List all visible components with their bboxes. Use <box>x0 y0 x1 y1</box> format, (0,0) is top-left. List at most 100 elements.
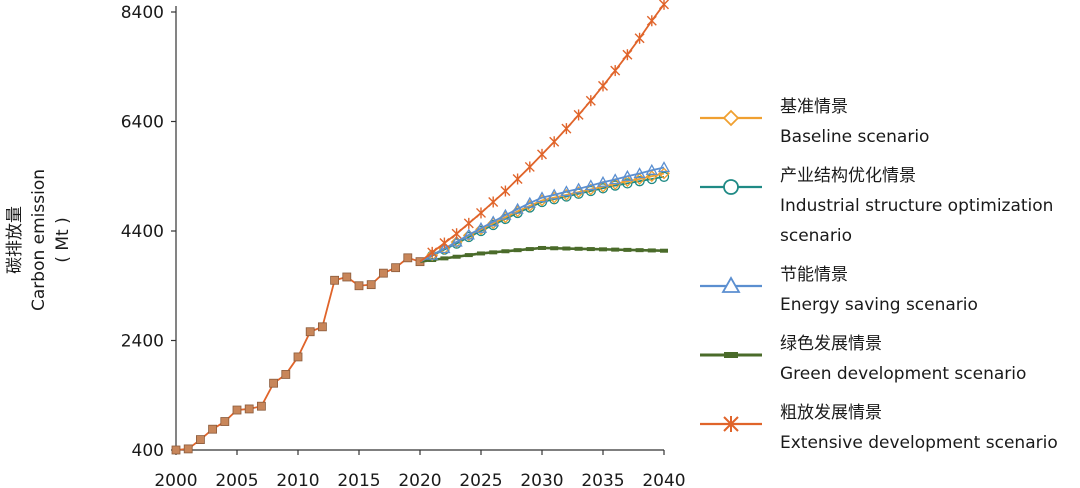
data-point <box>646 15 657 27</box>
data-point <box>501 249 510 254</box>
data-point <box>647 248 656 253</box>
data-point <box>524 161 535 173</box>
axes: 400 2400 4400 6400 8400 2000 2005 2010 2015 2020 2… <box>121 3 686 488</box>
y-axis-label-en: Carbon emission <box>29 169 49 311</box>
x-tick-label: 2020 <box>398 471 441 488</box>
legend-item-baseline: 基准情景 Baseline scenario <box>700 92 1080 152</box>
historical-point <box>220 417 230 426</box>
extensive-legend-marker <box>700 416 762 432</box>
legend-item-industrial: 产业结构优化情景 Industrial structure optimizati… <box>700 161 1080 251</box>
data-point <box>549 136 560 148</box>
data-point <box>438 242 451 254</box>
x-tick-label: 2040 <box>642 471 685 488</box>
data-point <box>525 247 534 252</box>
data-point <box>511 202 524 214</box>
legend-label-cn: 节能情景 <box>780 265 848 285</box>
green-legend-marker <box>700 352 762 358</box>
data-point <box>548 188 561 200</box>
data-point <box>609 173 622 185</box>
x-tick-label: 2000 <box>154 471 197 488</box>
data-point <box>599 247 607 252</box>
legend-label-cn: 基准情景 <box>780 97 848 117</box>
x-tick-label: 2010 <box>276 471 319 488</box>
data-point <box>657 161 671 173</box>
legend-marker <box>722 109 740 127</box>
series-layer <box>171 0 671 455</box>
data-point <box>573 109 584 121</box>
legend-marker <box>721 276 741 293</box>
legend-item-energy-saving: 节能情景 Energy saving scenario <box>700 260 1080 320</box>
data-point <box>621 169 634 181</box>
data-point <box>462 228 475 240</box>
data-point <box>598 80 608 92</box>
historical-point <box>256 401 266 411</box>
data-point <box>645 163 658 175</box>
data-point <box>585 95 596 107</box>
historical-point <box>195 435 205 444</box>
data-point <box>560 185 573 197</box>
y-tick-label: 6400 <box>121 113 164 133</box>
series-line <box>419 3 665 263</box>
historical-point <box>317 322 327 332</box>
data-point <box>464 253 473 258</box>
legend-label-en: Baseline scenario <box>780 127 930 147</box>
historical-point <box>391 263 401 273</box>
y-tick-label: 4400 <box>121 222 164 242</box>
data-point <box>537 148 547 160</box>
historical-point <box>171 445 181 455</box>
historical-point <box>366 280 376 290</box>
data-point <box>623 247 632 252</box>
legend-marker <box>724 352 738 358</box>
data-point <box>474 221 488 233</box>
series-extensive-development-scenario <box>419 0 669 263</box>
data-point <box>477 251 485 256</box>
baseline-legend-marker <box>700 109 762 127</box>
data-point <box>596 175 610 187</box>
y-tick-label: 2400 <box>121 332 164 352</box>
historical-point <box>244 404 254 414</box>
data-point <box>635 248 644 253</box>
data-point <box>463 217 474 229</box>
x-tick-label: 2030 <box>520 471 563 488</box>
data-point <box>634 32 645 44</box>
legend-label-en: Energy saving scenario <box>780 295 978 315</box>
historical-point <box>281 370 291 379</box>
y-tick-label: 400 <box>132 441 164 461</box>
data-point <box>633 167 646 179</box>
legend-item-green: 绿色发展情景 Green development scenario <box>700 329 1080 389</box>
historical-point <box>293 352 303 362</box>
legend-marker <box>723 416 739 432</box>
data-point <box>450 235 463 247</box>
data-point <box>609 177 622 190</box>
data-point <box>622 49 633 61</box>
data-point <box>586 247 595 252</box>
data-point <box>621 175 634 188</box>
data-point <box>550 246 559 251</box>
historical-point <box>354 281 364 291</box>
historical-point <box>342 272 352 282</box>
data-point <box>660 248 668 253</box>
data-point <box>611 247 620 252</box>
data-point <box>574 246 583 251</box>
y-axis-label-unit: ( Mt ) <box>53 217 73 262</box>
historical-point <box>208 424 218 434</box>
data-point <box>562 246 571 251</box>
legend-label-cn: 粗放发展情景 <box>780 403 882 423</box>
data-point <box>658 171 670 182</box>
legend: 基准情景 Baseline scenario 产业结构优化情景 Industri… <box>700 92 1080 467</box>
data-point <box>499 208 512 220</box>
data-point <box>476 207 486 219</box>
x-tick-label: 2005 <box>215 471 258 488</box>
data-point <box>427 246 438 258</box>
series-green-development-scenario <box>419 245 668 263</box>
historical-point <box>305 327 315 337</box>
legend-label-en: Extensive development scenario <box>780 433 1058 453</box>
historical-series <box>171 253 425 455</box>
legend-label-en: Green development scenario <box>780 364 1027 384</box>
data-point <box>440 256 449 261</box>
x-tick-label: 2035 <box>581 471 624 488</box>
legend-label-en: Industrial structure optimization scenar… <box>780 196 1054 246</box>
data-point <box>512 173 523 185</box>
legend-label-cn: 绿色发展情景 <box>780 334 882 354</box>
data-point <box>572 182 585 194</box>
